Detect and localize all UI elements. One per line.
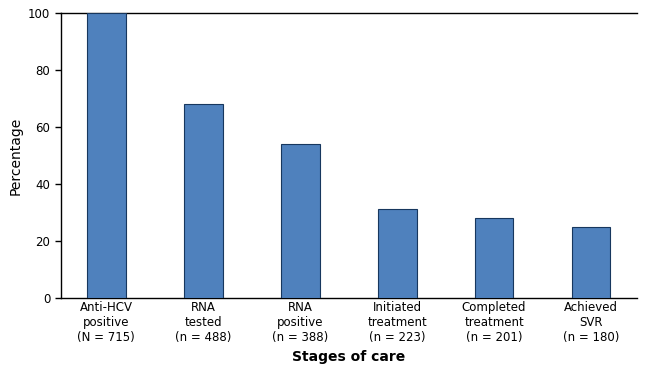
X-axis label: Stages of care: Stages of care: [292, 350, 405, 364]
Bar: [378, 209, 417, 298]
Bar: [281, 144, 319, 298]
Bar: [184, 104, 223, 298]
Bar: [86, 13, 126, 298]
Y-axis label: Percentage: Percentage: [8, 117, 23, 195]
Bar: [571, 227, 610, 298]
Bar: [475, 218, 513, 298]
